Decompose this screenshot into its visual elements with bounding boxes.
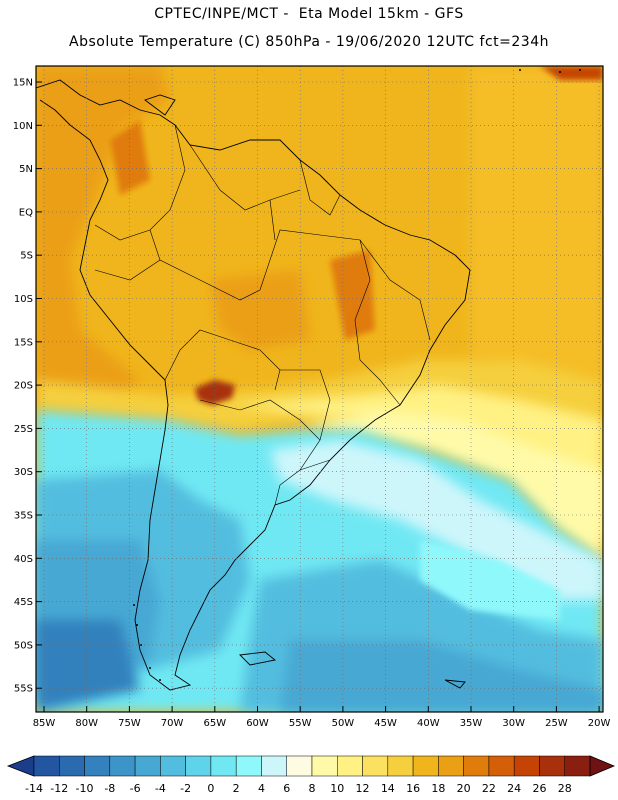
colorbar-swatch <box>134 755 161 777</box>
colorbar-swatch <box>59 755 85 777</box>
lat-label: 5S <box>20 251 33 262</box>
colorbar-swatch <box>463 755 490 777</box>
colorbar-label: 2 <box>233 782 240 795</box>
colorbar-label: 26 <box>532 782 546 795</box>
lon-label: 20W <box>588 718 611 729</box>
temperature-field <box>36 66 603 712</box>
map-title-variable: Absolute Temperature (C) 850hPa - 19/06/… <box>69 34 549 50</box>
lat-label: 15N <box>13 78 33 89</box>
colorbar-swatch <box>286 755 313 777</box>
lon-label: 75W <box>118 718 141 729</box>
colorbar-label: -14 <box>25 782 43 795</box>
lat-label: 50S <box>14 640 33 651</box>
colorbar-label: 22 <box>482 782 496 795</box>
colorbar-label: -8 <box>104 782 115 795</box>
lat-label: 10N <box>13 121 33 132</box>
lat-label: 20S <box>14 381 33 392</box>
colorbar-swatch <box>109 755 136 777</box>
colorbar-label: -12 <box>50 782 68 795</box>
colorbar-label: 24 <box>507 782 521 795</box>
longitude-labels: 85W 80W 75W 70W 65W 60W 55W 50W 45W 40W 35W 30W 25W 2… <box>33 706 611 729</box>
colorbar-label: -2 <box>180 782 191 795</box>
colorbar-label: 6 <box>283 782 290 795</box>
lon-label: 60W <box>246 718 269 729</box>
colorbar-label: -4 <box>155 782 166 795</box>
colorbar-swatch <box>235 755 262 777</box>
lat-label: 10S <box>14 294 33 305</box>
colorbar-swatch <box>84 755 111 777</box>
colorbar-label: 18 <box>431 782 445 795</box>
colorbar-label: -10 <box>76 782 94 795</box>
colorbar-swatch <box>185 755 212 777</box>
map-frame <box>35 65 604 713</box>
colorbar-label: 10 <box>330 782 344 795</box>
lon-label: 50W <box>332 718 355 729</box>
colorbar-swatch <box>337 755 363 777</box>
colorbar-label: 28 <box>558 782 572 795</box>
lon-label: 55W <box>289 718 312 729</box>
lon-label: 40W <box>417 718 440 729</box>
colorbar-label: 8 <box>309 782 316 795</box>
lon-label: 65W <box>203 718 226 729</box>
lon-label: 70W <box>161 718 184 729</box>
lat-label: 15S <box>14 337 33 348</box>
colorbar-swatch <box>539 755 565 777</box>
lat-label: 45S <box>14 597 33 608</box>
colorbar-swatch <box>362 755 389 777</box>
colorbar-label: 0 <box>207 782 214 795</box>
colorbar-label: 14 <box>381 782 395 795</box>
colorbar-over-arrow <box>589 755 616 777</box>
colorbar-swatch <box>33 755 60 777</box>
map-title-model: CPTEC/INPE/MCT - Eta Model 15km - GFS <box>154 6 464 22</box>
lat-label: 35S <box>14 511 33 522</box>
color-scale-bar: -14 -12 -10 -8 -6 -4 -2 0 2 4 6 8 10 12 14 16 18 20 22 24 26… <box>6 755 616 795</box>
lon-label: 30W <box>502 718 525 729</box>
lat-label: EQ <box>19 207 33 218</box>
colorbar-swatch <box>412 755 439 777</box>
colorbar-swatch <box>438 755 464 777</box>
country-borders <box>94 124 431 506</box>
latitude-labels: 15N 10N 5N EQ 5S 10S 15S 20S 25S 30S 35S 40S 45S 50S 5… <box>13 78 42 695</box>
colorbar-swatch <box>564 755 591 777</box>
lon-label: 85W <box>33 718 56 729</box>
lon-label: 80W <box>75 718 98 729</box>
colorbar-label: 12 <box>356 782 370 795</box>
lat-label: 5N <box>19 164 33 175</box>
colorbar-swatch <box>488 755 515 777</box>
colorbar-label: 4 <box>258 782 265 795</box>
colorbar-swatch <box>261 755 287 777</box>
colorbar-label: 16 <box>406 782 420 795</box>
colorbar-swatch <box>311 755 338 777</box>
lat-label: 30S <box>14 467 33 478</box>
lat-label: 25S <box>14 424 33 435</box>
colorbar-under-arrow <box>6 755 35 777</box>
lon-label: 25W <box>545 718 568 729</box>
lon-label: 45W <box>374 718 397 729</box>
colorbar-swatch <box>160 755 186 777</box>
lat-label: 40S <box>14 554 33 565</box>
colorbar-label: -6 <box>130 782 141 795</box>
colorbar-swatch <box>513 755 540 777</box>
lat-lon-grid <box>36 66 603 712</box>
lon-label: 35W <box>460 718 483 729</box>
coastal-islands <box>133 69 581 681</box>
lat-label: 55S <box>14 684 33 695</box>
colorbar-label: 20 <box>457 782 471 795</box>
colorbar-swatch <box>387 755 414 777</box>
colorbar-swatch <box>210 755 237 777</box>
coastline <box>36 79 471 691</box>
